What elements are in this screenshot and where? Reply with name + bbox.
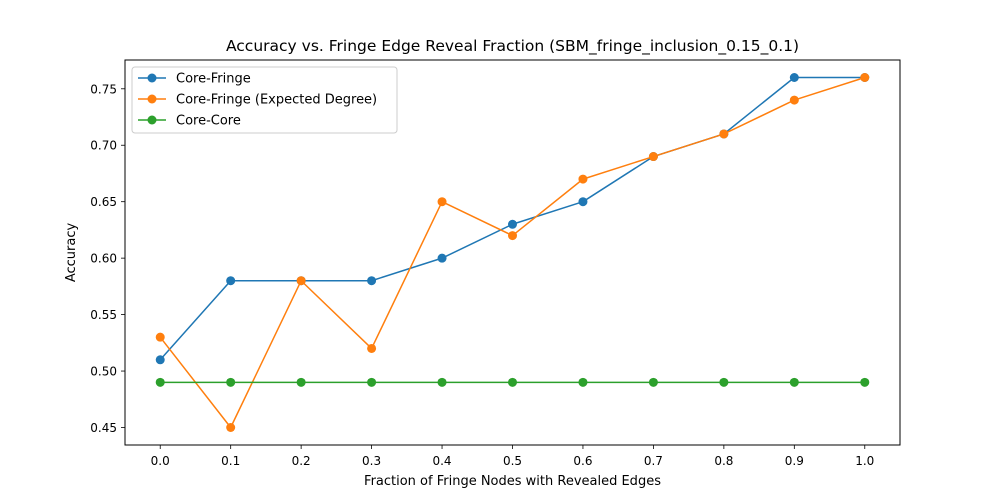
- x-tick-label: 0.0: [151, 454, 170, 468]
- data-point-core-fringe-expected-degree: [367, 343, 377, 353]
- data-point-core-fringe: [226, 276, 236, 286]
- data-point-core-fringe-expected-degree: [719, 129, 729, 139]
- data-point-core-fringe-expected-degree: [789, 95, 799, 105]
- data-point-core-core: [508, 377, 517, 387]
- x-tick-label: 0.5: [503, 454, 522, 468]
- y-axis-label: Accuracy: [64, 223, 79, 283]
- x-tick-label: 0.1: [221, 454, 240, 468]
- series-layer: [155, 73, 870, 432]
- series-core-fringe-expected-degree: [155, 73, 870, 432]
- x-tick-label: 0.3: [362, 454, 381, 468]
- data-point-core-fringe: [155, 355, 165, 365]
- series-core-core: [155, 377, 870, 387]
- data-point-core-fringe-expected-degree: [860, 73, 870, 82]
- x-tick-label: 0.8: [714, 454, 733, 468]
- legend-entries: Core-Fringe Core-Fringe (Expected Degree)…: [138, 72, 377, 129]
- data-point-core-core: [226, 377, 236, 387]
- data-point-core-fringe-expected-degree: [155, 332, 165, 342]
- y-axis: 0.45 0.50 0.55 0.60 0.65 0.70 0.75: [90, 82, 125, 435]
- data-point-core-fringe-expected-degree: [648, 152, 658, 162]
- x-axis-label: Fraction of Fringe Nodes with Revealed E…: [364, 474, 661, 489]
- x-tick-label: 0.4: [432, 454, 451, 468]
- x-tick-label: 0.2: [292, 454, 311, 468]
- plot-area: [124, 59, 901, 446]
- data-point-core-core: [648, 377, 658, 387]
- data-point-core-fringe: [508, 219, 517, 229]
- legend-swatch-marker: [147, 115, 157, 125]
- data-point-core-fringe-expected-degree: [296, 276, 306, 286]
- x-tick-label: 0.9: [785, 454, 804, 468]
- x-axis: 0.0 0.1 0.2 0.3 0.4 0.5 0.6 0.7 0.8 0.9 1.0: [151, 445, 874, 468]
- data-point-core-fringe-expected-degree: [226, 423, 236, 432]
- y-tick-label: 0.50: [90, 365, 117, 379]
- x-tick-label: 0.7: [644, 454, 663, 468]
- data-point-core-core: [860, 377, 870, 387]
- chart-title: Accuracy vs. Fringe Edge Reveal Fraction…: [226, 37, 799, 56]
- legend-swatch-marker: [147, 94, 157, 104]
- data-point-core-core: [155, 377, 165, 387]
- data-point-core-core: [367, 377, 377, 387]
- legend-box: [131, 66, 398, 134]
- data-point-core-fringe: [437, 253, 447, 263]
- legend-label: Core-Fringe: [176, 72, 251, 87]
- y-tick-label: 0.70: [90, 139, 117, 153]
- data-point-core-fringe-expected-degree: [508, 231, 517, 241]
- x-tick-label: 0.6: [573, 454, 592, 468]
- data-point-core-fringe: [367, 276, 377, 286]
- legend-label: Core-Core: [176, 114, 241, 129]
- data-point-core-fringe: [789, 73, 799, 82]
- y-tick-label: 0.60: [90, 252, 117, 266]
- data-point-core-fringe: [578, 197, 588, 207]
- y-tick-label: 0.55: [90, 308, 117, 322]
- y-tick-label: 0.75: [90, 82, 117, 96]
- y-tick-label: 0.65: [90, 195, 117, 209]
- legend: Core-Fringe Core-Fringe (Expected Degree)…: [131, 66, 398, 134]
- data-point-core-core: [296, 377, 306, 387]
- data-point-core-core: [437, 377, 447, 387]
- x-tick-label: 1.0: [855, 454, 874, 468]
- data-point-core-fringe-expected-degree: [437, 197, 447, 207]
- data-point-core-core: [789, 377, 799, 387]
- y-tick-label: 0.45: [90, 421, 117, 435]
- data-point-core-core: [578, 377, 588, 387]
- legend-swatch-marker: [147, 73, 157, 83]
- data-point-core-fringe-expected-degree: [578, 174, 588, 184]
- legend-label: Core-Fringe (Expected Degree): [176, 93, 377, 108]
- data-point-core-core: [719, 377, 729, 387]
